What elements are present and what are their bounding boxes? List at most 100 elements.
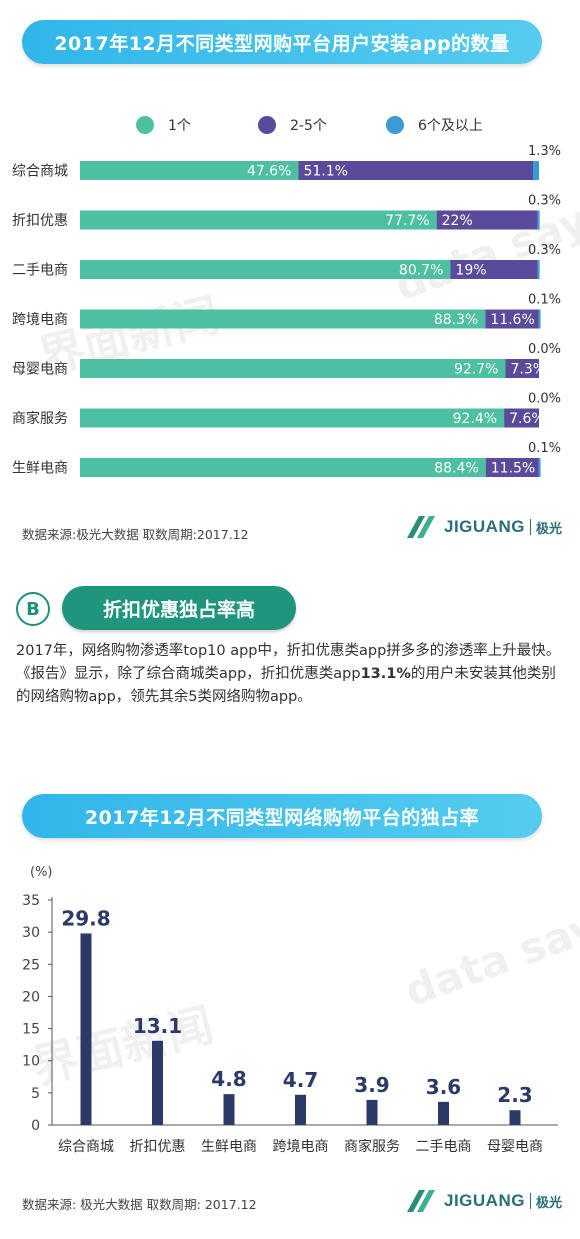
value-label-1: 13.1 <box>133 1014 182 1038</box>
bar-1-0 <box>298 161 534 180</box>
data-label-1-1: 22% <box>442 213 473 229</box>
x-tick-label-3: 跨境电商 <box>273 1139 329 1155</box>
bar-0-5 <box>80 408 505 428</box>
x-tick-label-2: 生鲜电商 <box>201 1139 257 1155</box>
category-label-2: 二手电商 <box>12 263 68 279</box>
chart1-source: 数据来源:极光大数据 取数周期:2017.12 <box>22 527 249 542</box>
data-label-0-4: 92.7% <box>454 362 498 378</box>
paragraph-text-2: 的用户未安装其他类别的网络购物app，领先其余5类网络购物app。 <box>16 666 556 705</box>
bar-2-1 <box>537 210 540 230</box>
jiguang-logo: JIGUANG 极光 <box>404 512 562 542</box>
bar-0-2 <box>80 260 451 279</box>
body-paragraph: 2017年，网络购物渗透率top10 app中，折扣优惠类app拼多多的渗透率上… <box>16 640 566 709</box>
legend-label-1: 1个 <box>168 118 191 134</box>
bar-1-1 <box>436 210 538 230</box>
data-label-2-6: 0.1% <box>528 441 561 456</box>
value-label-4: 3.9 <box>354 1073 389 1097</box>
value-label-0: 29.8 <box>61 906 110 930</box>
logo-separator-2 <box>529 1193 531 1209</box>
category-label-1: 折扣优惠 <box>12 213 68 229</box>
x-tick-label-4: 商家服务 <box>344 1138 400 1155</box>
legend-item-3: 6个及以上 <box>386 115 483 135</box>
data-label-0-0: 47.6% <box>247 164 291 180</box>
bar-2-0 <box>533 161 539 180</box>
data-label-2-2: 0.3% <box>528 243 561 258</box>
bar-2-6 <box>538 458 541 477</box>
bar-0-0 <box>80 161 299 180</box>
value-label-6: 2.3 <box>497 1083 532 1107</box>
category-label-0: 综合商城 <box>12 164 68 180</box>
data-label-2-3: 0.1% <box>528 293 561 308</box>
category-label-4: 母婴电商 <box>12 362 68 378</box>
data-label-2-1: 0.3% <box>528 194 561 209</box>
data-label-2-5: 0.0% <box>528 392 561 407</box>
bar-1-4 <box>505 359 539 378</box>
bar-1-6 <box>485 458 539 477</box>
bar-2 <box>223 1094 235 1125</box>
jiguang-logo-cn: 极光 <box>535 521 562 537</box>
data-label-1-3: 11.6% <box>490 312 534 328</box>
legend-swatch-2 <box>258 116 276 134</box>
legend-swatch-3 <box>386 116 404 134</box>
paragraph-text-1: 2017年，网络购物渗透率top10 app中，折扣优惠类app拼多多的渗透率上… <box>16 643 561 682</box>
data-label-0-3: 88.3% <box>434 312 478 328</box>
data-label-1-0: 51.1% <box>303 164 347 180</box>
y-tick-label-4: 20 <box>22 989 40 1005</box>
legend-item-1: 1个 <box>136 115 191 135</box>
chart2-source: 数据来源: 极光大数据 取数周期: 2017.12 <box>22 1197 257 1212</box>
data-label-2-4: 0.0% <box>528 342 561 357</box>
y-tick-label-6: 30 <box>22 925 40 941</box>
chart1-legend: 1个 2-5个 6个及以上 <box>0 115 580 135</box>
jiguang-logo-text-2: JIGUANG <box>444 1191 525 1210</box>
bar-0-1 <box>80 210 437 230</box>
paragraph-highlight: 13.1% <box>360 666 411 682</box>
section-title: 折扣优惠独占率高 <box>62 586 296 630</box>
bar-0-6 <box>80 458 486 477</box>
bar-5 <box>438 1101 449 1125</box>
value-label-5: 3.6 <box>426 1075 461 1099</box>
bar-1-3 <box>485 309 539 329</box>
y-tick-label-7: 35 <box>22 893 40 909</box>
data-label-1-2: 19% <box>455 263 486 279</box>
x-tick-label-0: 综合商城 <box>58 1139 114 1155</box>
x-tick-label-5: 二手电商 <box>416 1139 472 1155</box>
y-axis-unit: (%) <box>30 865 53 880</box>
y-tick-label-0: 0 <box>31 1118 40 1134</box>
bar-0-4 <box>80 359 506 378</box>
bar-1-5 <box>504 408 539 428</box>
bar-4 <box>366 1099 378 1125</box>
category-label-5: 商家服务 <box>12 410 68 427</box>
legend-label-2: 2-5个 <box>290 118 327 134</box>
section-badge: B <box>16 592 50 626</box>
category-label-3: 跨境电商 <box>12 312 68 328</box>
bar-2-3 <box>538 309 541 329</box>
data-label-1-6: 11.5% <box>491 461 535 477</box>
jiguang-logo-text: JIGUANG <box>444 517 525 536</box>
data-label-0-6: 88.4% <box>434 461 478 477</box>
category-label-6: 生鲜电商 <box>12 461 68 477</box>
bar-0 <box>80 933 92 1125</box>
y-tick-label-2: 10 <box>22 1054 40 1070</box>
x-tick-label-1: 折扣优惠 <box>130 1139 186 1155</box>
bar-chart: (%) 0 5 10 15 20 25 30 35 29.8 综合商城 13.1 折扣优惠 4.8 生鲜电商… <box>22 865 558 1155</box>
bar-3 <box>295 1094 306 1125</box>
stacked-bar-chart: 综合商城 47.6% 51.1% 1.3% 折扣优惠 77.7% 22% 0.3% 二手电商 80… <box>12 144 561 477</box>
jiguang-logo-2: JIGUANG 极光 <box>404 1186 562 1216</box>
legend-item-2: 2-5个 <box>258 115 327 135</box>
bar-2-2 <box>537 260 540 279</box>
bar-1-2 <box>450 260 538 279</box>
data-label-1-4: 7.3% <box>510 362 546 378</box>
y-tick-label-3: 15 <box>22 1022 40 1038</box>
jiguang-logo-icon-2 <box>407 1190 435 1212</box>
y-tick-label-5: 25 <box>22 957 40 973</box>
jiguang-logo-cn-2: 极光 <box>535 1195 562 1211</box>
data-label-1-5: 7.6% <box>509 411 545 427</box>
legend-label-3: 6个及以上 <box>418 118 483 134</box>
value-label-2: 4.8 <box>211 1067 246 1091</box>
jiguang-logo-icon <box>407 516 435 538</box>
data-label-0-5: 92.4% <box>453 411 497 427</box>
chart2-title: 2017年12月不同类型网络购物平台的独占率 <box>22 794 542 838</box>
chart1-title: 2017年12月不同类型网购平台用户安装app的数量 <box>22 20 542 64</box>
bar-0-3 <box>80 309 486 329</box>
bar-1 <box>152 1040 163 1125</box>
